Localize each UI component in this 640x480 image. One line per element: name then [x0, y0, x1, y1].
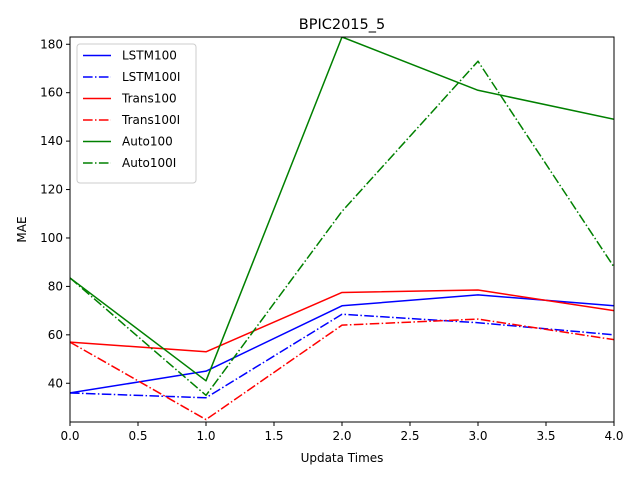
chart-title: BPIC2015_5 — [299, 17, 385, 33]
x-tick-label: 1.5 — [264, 429, 283, 443]
y-tick-label: 140 — [40, 134, 63, 148]
y-tick-label: 160 — [40, 86, 63, 100]
x-tick-label: 1.0 — [196, 429, 215, 443]
x-tick-label: 2.0 — [332, 429, 351, 443]
y-axis-label: MAE — [15, 216, 29, 242]
series-line-auto100 — [70, 37, 614, 382]
series-line-lstm100i — [70, 313, 614, 399]
series-line-trans100 — [70, 289, 614, 353]
legend-label: Trans100 — [121, 92, 177, 106]
x-tick-label: 0.5 — [128, 429, 147, 443]
x-axis: 0.0 0.5 1.0 1.5 2.0 2.5 3.0 3.5 4.0 — [60, 422, 624, 443]
series-line-trans100i — [70, 318, 614, 421]
series-layer — [70, 37, 614, 421]
x-tick-label: 2.5 — [400, 429, 419, 443]
series-line-auto100i — [70, 60, 614, 397]
series-line-lstm100 — [70, 294, 614, 394]
x-tick-label: 4.0 — [604, 429, 623, 443]
x-tick-label: 3.0 — [468, 429, 487, 443]
y-tick-label: 100 — [40, 231, 63, 245]
legend-label: Trans100I — [121, 113, 180, 127]
legend-label: Auto100 — [122, 135, 173, 149]
y-tick-label: 40 — [48, 376, 63, 390]
x-axis-label: Updata Times — [301, 451, 384, 465]
y-tick-label: 60 — [48, 328, 63, 342]
x-tick-label: 3.5 — [536, 429, 555, 443]
legend-label: LSTM100 — [122, 49, 177, 63]
y-axis: 40 60 80 100 120 140 160 180 — [40, 37, 70, 390]
legend-label: Auto100I — [122, 156, 176, 170]
x-tick-label: 0.0 — [60, 429, 79, 443]
legend-label: LSTM100I — [122, 70, 180, 84]
y-tick-label: 80 — [48, 279, 63, 293]
legend-box — [76, 43, 197, 184]
y-tick-label: 180 — [40, 37, 63, 51]
legend: LSTM100 LSTM100I Trans100 Trans100I Auto100 A… — [76, 43, 197, 184]
y-tick-label: 120 — [40, 183, 63, 197]
